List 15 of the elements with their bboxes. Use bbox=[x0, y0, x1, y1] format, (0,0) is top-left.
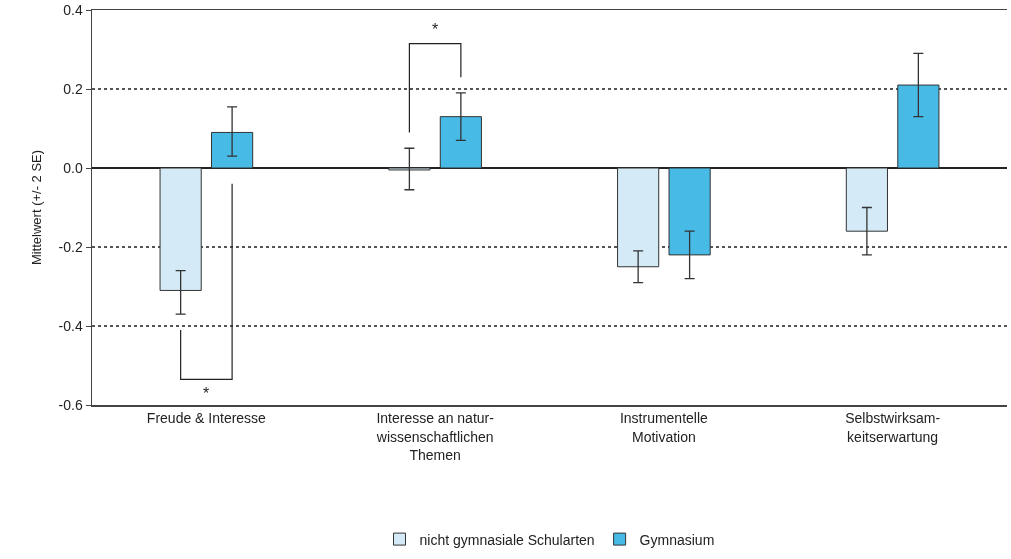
y-tick-label: -0.6 bbox=[58, 396, 83, 413]
y-tick-label: -0.2 bbox=[58, 238, 83, 255]
y-tick-label: -0.4 bbox=[58, 317, 83, 334]
y-axis-title: Mittelwert (+/- 2 SE) bbox=[28, 149, 44, 266]
y-tick-label: 0.0 bbox=[63, 159, 83, 176]
y-tick-label: 0.2 bbox=[63, 80, 83, 97]
annotation: * bbox=[432, 21, 439, 38]
x-tick-label: Freude & Interesse bbox=[146, 410, 267, 427]
y-tick-label: 0.4 bbox=[63, 1, 83, 18]
x-tick-label: Selbstwirksam- keitserwartung bbox=[845, 410, 941, 445]
x-tick-label: Instrumentelle Motivation bbox=[619, 410, 709, 445]
legend-label: Gymnasium bbox=[639, 531, 715, 548]
x-tick-label: Interesse an natur- wissenschaftlichen Themen bbox=[375, 410, 495, 463]
legend-label: nicht gymnasiale Schularten bbox=[419, 531, 595, 548]
annotation: * bbox=[203, 385, 210, 402]
